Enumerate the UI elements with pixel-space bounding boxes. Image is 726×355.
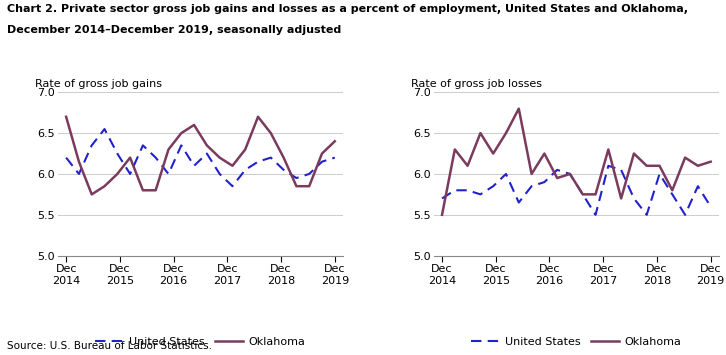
Text: Source: U.S. Bureau of Labor Statistics.: Source: U.S. Bureau of Labor Statistics. (7, 342, 212, 351)
Text: Rate of gross job losses: Rate of gross job losses (411, 79, 542, 89)
Text: Rate of gross job gains: Rate of gross job gains (36, 79, 163, 89)
Legend: United States, Oklahoma: United States, Oklahoma (467, 332, 686, 351)
Legend: United States, Oklahoma: United States, Oklahoma (91, 332, 310, 351)
Text: December 2014–December 2019, seasonally adjusted: December 2014–December 2019, seasonally … (7, 25, 341, 35)
Text: Chart 2. Private sector gross job gains and losses as a percent of employment, U: Chart 2. Private sector gross job gains … (7, 4, 688, 13)
